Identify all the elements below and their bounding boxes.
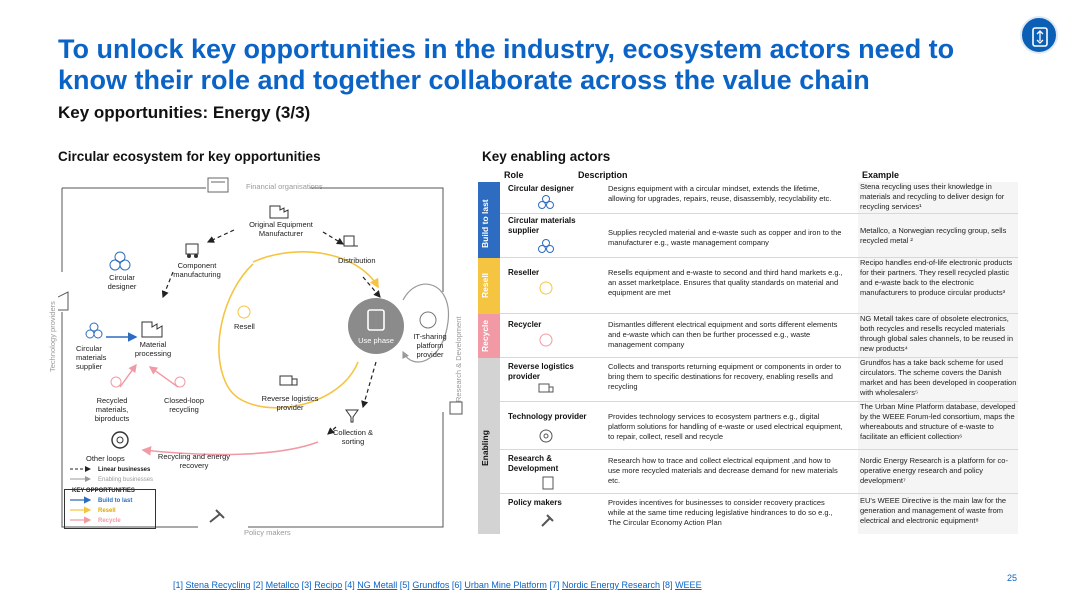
col-example: Example — [862, 170, 900, 180]
col-description: Description — [578, 170, 628, 180]
rd-icon — [449, 401, 463, 415]
ref-link[interactable]: Metallco — [265, 580, 300, 590]
reverse-logistics-label: Reverse logistics provider — [261, 394, 319, 412]
policy-makers-label: Policy makers — [244, 528, 291, 537]
material-processing-label: Material processing — [134, 340, 172, 358]
gear-icon — [111, 431, 129, 449]
gear-icon — [539, 429, 553, 443]
research-icon — [542, 476, 554, 490]
processing-icon — [141, 321, 163, 338]
band-enabling: Enabling — [478, 358, 500, 534]
circular-designer-label: Circular designer — [107, 273, 137, 291]
money-icon — [207, 177, 229, 193]
supplier-icon — [85, 322, 103, 339]
gavel-icon — [209, 509, 225, 523]
legend-resell: Resell — [98, 508, 116, 514]
ecosystem-section-title: Circular ecosystem for key opportunities — [58, 149, 321, 164]
circular-designer-icon — [538, 195, 554, 209]
ref-link[interactable]: WEEE — [675, 580, 702, 590]
band-recycle: Recycle — [478, 314, 500, 358]
table-row: Technology provider Provides technology … — [500, 402, 1018, 450]
legend-enabling: Enabling businesses — [98, 477, 154, 483]
funnel-icon — [345, 409, 359, 423]
component-label: Component manufacturing — [173, 261, 221, 279]
ref-link[interactable]: Grundfos — [412, 580, 450, 590]
reseller-icon — [539, 281, 553, 295]
it-icon — [419, 311, 437, 329]
closed-loop-label: Closed-loop recycling — [163, 396, 205, 414]
table-row: Circular materials supplier Supplies rec… — [500, 214, 1018, 258]
distribution-label: Distribution — [338, 256, 376, 265]
table-row: Research & Development Research how to t… — [500, 450, 1018, 494]
legend-build: Build to last — [98, 498, 133, 504]
truck-icon — [538, 383, 554, 393]
gavel-icon — [541, 514, 554, 527]
circular-ecosystem-diagram: Use phase Financial organisations Origin… — [48, 172, 478, 552]
table-row: Recycler Dismantles different electrical… — [500, 314, 1018, 358]
delivery-icon — [343, 235, 358, 247]
research-development-label: Research & Development — [454, 316, 463, 402]
references-footer: [1] Stena Recycling [2] Metallco [3] Rec… — [173, 580, 702, 590]
recycler-icon — [539, 333, 553, 347]
ref-link[interactable]: Urban Mine Platform — [464, 580, 547, 590]
actors-table: Role Description Example Build to last R… — [478, 170, 1018, 540]
financial-label: Financial organisations — [246, 182, 323, 191]
legend-box — [64, 489, 156, 529]
legend-key-title: KEY OPPORTUNITIES — [72, 488, 135, 494]
truck-icon — [279, 375, 298, 386]
circular-supplier-icon — [538, 239, 554, 253]
table-row: Reverse logistics provider Collects and … — [500, 358, 1018, 402]
col-role: Role — [504, 170, 524, 180]
circular-supplier-label: Circular materials supplier — [76, 344, 107, 371]
table-row: Policy makers Provides incentives for bu… — [500, 494, 1018, 534]
collection-label: Collection & sorting — [332, 428, 374, 446]
resell-icon — [237, 305, 251, 319]
use-phase-node: Use phase — [348, 298, 404, 354]
band-build: Build to last — [478, 182, 500, 258]
page-number: 25 — [1007, 573, 1018, 583]
legend-recycle: Recycle — [98, 518, 121, 524]
ref-link[interactable]: Recipo — [314, 580, 343, 590]
actors-section-title: Key enabling actors — [482, 149, 611, 164]
ref-link[interactable]: Nordic Energy Research — [561, 580, 661, 590]
recycling-energy-label: Recycling and energy recovery — [157, 452, 231, 470]
other-loops-label: Other loops — [86, 454, 125, 463]
use-phase-label: Use phase — [358, 336, 394, 345]
table-row: Reseller Resells equipment and e-waste t… — [500, 258, 1018, 314]
legend-linear: Linear businesses — [98, 467, 151, 473]
tech-icon — [58, 291, 69, 311]
it-sharing-label: IT-sharing platform provider — [413, 332, 447, 359]
ref-link[interactable]: Stena Recycling — [185, 580, 251, 590]
oem-label: Original Equipment Manufacturer — [249, 220, 313, 238]
forklift-icon — [185, 243, 199, 258]
factory-icon — [269, 205, 289, 219]
page-subtitle: Key opportunities: Energy (3/3) — [58, 103, 311, 122]
recycled-biproducts-label: Recycled materials, biproducts — [94, 396, 130, 423]
technology-providers-label: Technology providers — [48, 301, 57, 372]
recycle-icon — [110, 376, 186, 388]
resell-label: Resell — [234, 322, 255, 331]
table-row: Circular designer Designs equipment with… — [500, 182, 1018, 214]
designer-icon — [109, 251, 131, 271]
page-title: To unlock key opportunities in the indus… — [58, 34, 955, 95]
band-resell: Resell — [478, 258, 500, 314]
ref-link[interactable]: NG Metall — [357, 580, 398, 590]
circular-logo-icon — [1020, 16, 1058, 54]
